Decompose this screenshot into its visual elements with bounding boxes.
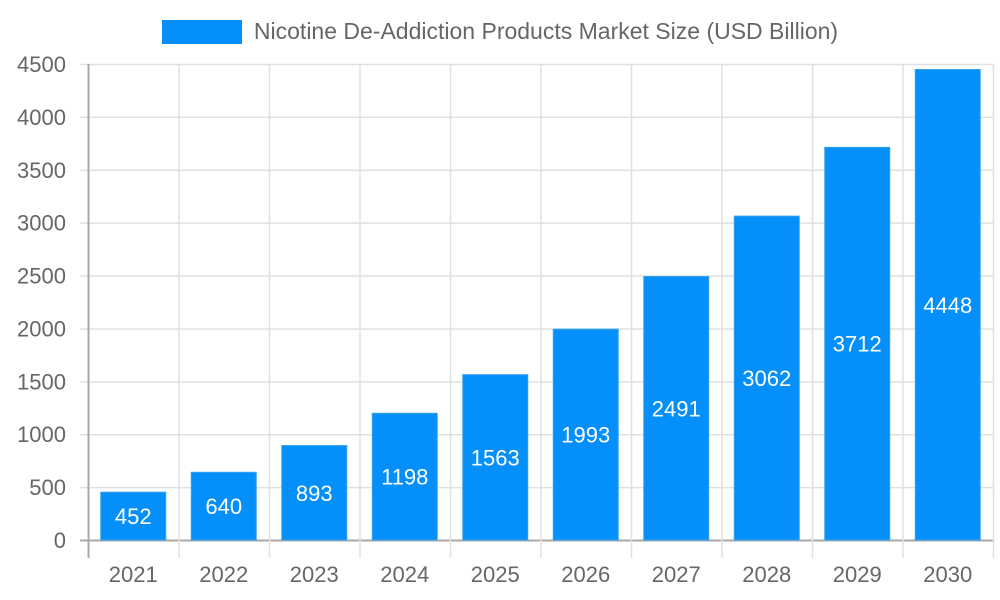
- x-tick-label: 2021: [109, 562, 158, 587]
- bar-value-label: 4448: [923, 293, 972, 318]
- legend-swatch[interactable]: [161, 19, 242, 44]
- bar-value-label: 1198: [381, 465, 428, 490]
- bar-2023[interactable]: 893: [281, 445, 348, 541]
- bar-value-label: 1993: [561, 423, 610, 448]
- bar-2025[interactable]: 1563: [462, 374, 529, 541]
- bar-2029[interactable]: 3712: [824, 146, 891, 541]
- x-axis: 2021 2022 2023 2024 2025 2026 2027 2028 2029 2030: [109, 562, 972, 587]
- bar-value-label: 3712: [833, 332, 882, 357]
- x-tick-label: 2029: [833, 562, 882, 587]
- chart-legend: Nicotine De-Addiction Products Market Si…: [0, 18, 1000, 45]
- y-tick-label: 2000: [17, 316, 66, 341]
- y-tick-label: 4500: [17, 52, 66, 77]
- y-tick-label: 3000: [17, 211, 66, 236]
- y-tick-label: 1000: [17, 422, 66, 447]
- x-tick-label: 2024: [380, 562, 429, 587]
- x-tick-label: 2028: [742, 562, 791, 587]
- bar-value-label: 3062: [742, 366, 791, 391]
- bar-2028[interactable]: 3062: [733, 215, 800, 541]
- x-tick-label: 2026: [561, 562, 610, 587]
- y-tick-label: 1500: [17, 369, 66, 394]
- y-tick-label: 3500: [17, 158, 66, 183]
- bar-2030[interactable]: 4448: [914, 69, 981, 541]
- bar-value-label: 452: [115, 504, 152, 529]
- bar-2022[interactable]: 640: [190, 471, 257, 541]
- bars: 452 640 893 1198 1563 1993 2491 3062 3712 4448: [100, 69, 981, 541]
- x-tick-label: 2027: [652, 562, 701, 587]
- y-tick-label: 2500: [17, 264, 66, 289]
- bar-value-label: 640: [205, 494, 242, 519]
- bar-value-label: 893: [296, 481, 333, 506]
- x-tick-label: 2030: [923, 562, 972, 587]
- bar-2024[interactable]: 1198: [371, 412, 438, 541]
- legend-label: Nicotine De-Addiction Products Market Si…: [253, 18, 839, 44]
- y-tick-label: 0: [54, 528, 66, 553]
- bar-2027[interactable]: 2491: [643, 276, 710, 541]
- bar-value-label: 2491: [652, 396, 701, 421]
- bar-value-label: 1563: [471, 445, 520, 470]
- x-tick-label: 2025: [471, 562, 520, 587]
- bar-2021[interactable]: 452: [100, 491, 167, 541]
- x-tick-label: 2022: [199, 562, 248, 587]
- bar-2026[interactable]: 1993: [552, 328, 619, 541]
- x-tick-label: 2023: [290, 562, 339, 587]
- y-axis: 0 500 1000 1500 2000 2500 3000 3500 4000 4500: [17, 52, 66, 553]
- y-tick-label: 4000: [17, 105, 66, 130]
- y-tick-label: 500: [29, 475, 66, 500]
